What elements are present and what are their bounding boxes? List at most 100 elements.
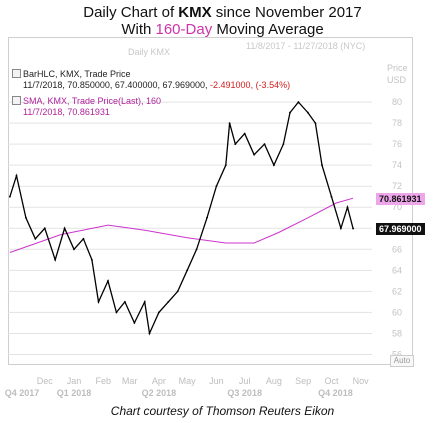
- y-tick-label: 64: [392, 265, 402, 275]
- sma-line: [9, 197, 354, 253]
- x-tick-label: Dec: [37, 376, 54, 386]
- legend-bar-values: 11/7/2018, 70.850000, 67.400000, 67.9690…: [23, 80, 208, 90]
- price-point: [143, 300, 146, 303]
- price-point: [297, 101, 300, 103]
- y-tick-label: 80: [392, 97, 402, 107]
- chart-caption: Chart courtesy of Thomson Reuters Eikon: [110, 404, 335, 418]
- y-tick-label: 62: [392, 286, 402, 296]
- x-tick-label: Nov: [353, 376, 370, 386]
- x-quarter-label: Q2 2018: [142, 388, 177, 398]
- subtitle-text-post: Moving Average: [212, 21, 324, 38]
- subtitle-text-pre: With: [121, 21, 156, 38]
- x-tick-label: Apr: [152, 376, 166, 386]
- legend-bar-values-row: 11/7/2018, 70.850000, 67.400000, 67.9690…: [23, 80, 290, 91]
- price-point: [330, 195, 333, 198]
- legend-bar-label: BarHLC, KMX, Trade Price: [23, 69, 131, 79]
- price-point: [8, 195, 11, 198]
- x-tick-label: Oct: [324, 376, 339, 386]
- currency-axis-header: USD: [387, 75, 407, 85]
- price-last-badge: 67.969000: [376, 223, 425, 235]
- sma-series: [9, 197, 354, 253]
- x-quarter-label: Q3 2018: [227, 388, 262, 398]
- price-point: [115, 311, 118, 314]
- x-tick-label: Mar: [122, 376, 138, 386]
- price-point: [273, 164, 275, 167]
- price-line: [9, 101, 354, 336]
- x-tick-label: Jun: [209, 376, 224, 386]
- price-point: [63, 227, 66, 230]
- price-point: [253, 153, 256, 156]
- price-point: [243, 132, 246, 135]
- price-point: [176, 290, 179, 293]
- price-point: [195, 248, 198, 251]
- price-point: [167, 300, 170, 303]
- price-point: [43, 227, 46, 230]
- price-point: [25, 216, 27, 219]
- watermark-range: 11/8/2017 - 11/27/2018 (NYC): [246, 41, 366, 51]
- price-point: [206, 216, 208, 219]
- price-point: [346, 206, 349, 209]
- price-point: [107, 279, 109, 282]
- price-point: [82, 237, 85, 240]
- price-point: [54, 258, 57, 261]
- price-point: [352, 227, 355, 230]
- price-point: [133, 322, 136, 324]
- x-tick-label: Feb: [95, 376, 111, 386]
- x-quarter-label: Q4 2018: [318, 388, 353, 398]
- price-point: [228, 122, 231, 125]
- y-tick-label: 58: [392, 328, 402, 338]
- y-tick-label: 72: [392, 181, 402, 191]
- y-tick-label: 70: [392, 202, 402, 212]
- watermark-ticker: Daily KMX: [128, 47, 171, 57]
- price-point: [321, 164, 323, 167]
- price-point: [157, 311, 160, 314]
- legend-bar: BarHLC, KMX, Trade Price: [12, 69, 131, 80]
- price-point: [282, 143, 285, 146]
- chart-title-line1: Daily Chart of KMX since November 2017: [0, 4, 445, 21]
- x-tick-label: Jan: [67, 376, 82, 386]
- price-point: [148, 332, 151, 335]
- subtitle-highlight: 160-Day: [155, 21, 213, 38]
- legend-sma-label: SMA, KMX, Trade Price(Last), 160: [23, 96, 162, 106]
- price-point: [34, 237, 37, 240]
- price-axis-header: Price: [387, 63, 408, 73]
- price-point: [97, 300, 100, 303]
- sma-icon: [12, 96, 21, 105]
- x-quarter-label: Q4 2017: [5, 388, 40, 398]
- price-point: [215, 185, 218, 188]
- x-tick-label: Jul: [239, 376, 251, 386]
- x-tick-label: May: [179, 376, 197, 386]
- price-point: [306, 111, 309, 114]
- price-point: [289, 111, 291, 114]
- y-tick-label: 74: [392, 160, 402, 170]
- title-text-pre: Daily Chart of: [83, 4, 179, 21]
- y-tick-label: 76: [392, 139, 402, 149]
- y-tick-label: 56: [392, 349, 402, 359]
- chart-panel: [8, 37, 413, 365]
- barhlc-icon: [12, 69, 21, 78]
- price-point: [234, 143, 237, 146]
- price-point: [73, 248, 75, 251]
- price-point: [91, 258, 93, 261]
- y-tick-label: 60: [392, 307, 402, 317]
- y-tick-label: 78: [392, 118, 402, 128]
- x-tick-label: Aug: [266, 376, 282, 386]
- legend-sma: SMA, KMX, Trade Price(Last), 160: [12, 96, 161, 107]
- chart-title-line2: With 160-Day Moving Average: [0, 21, 445, 38]
- x-tick-label: Sep: [295, 376, 311, 386]
- title-ticker: KMX: [178, 4, 212, 21]
- price-point: [15, 174, 18, 177]
- grid: [8, 101, 372, 355]
- y-tick-label: 66: [392, 244, 402, 254]
- price-point: [263, 143, 266, 146]
- price-point: [339, 227, 342, 230]
- price-point: [224, 164, 227, 167]
- auto-scale-button[interactable]: Auto: [390, 355, 414, 367]
- x-quarter-label: Q1 2018: [57, 388, 92, 398]
- price-series: [8, 101, 355, 336]
- legend-bar-change: -2.491000, (-3.54%): [210, 80, 291, 90]
- legend-sma-values: 11/7/2018, 70.861931: [23, 107, 110, 117]
- price-point: [124, 300, 126, 303]
